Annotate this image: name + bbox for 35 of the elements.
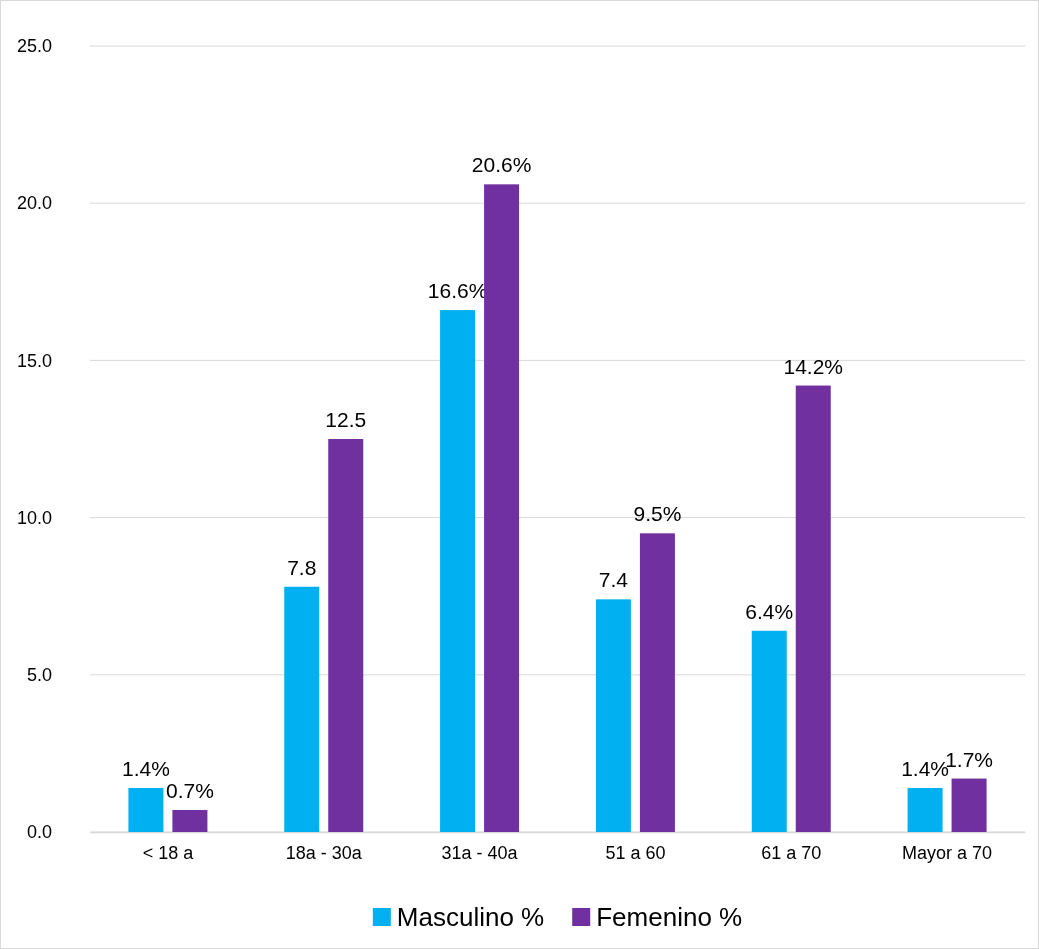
data-label: 6.4% xyxy=(745,599,794,623)
legend-label: Femenino % xyxy=(596,902,743,932)
bar xyxy=(795,385,831,832)
x-tick-label: < 18 a xyxy=(142,842,195,863)
x-tick-label: 61 a 70 xyxy=(761,842,822,863)
y-tick-label: 5.0 xyxy=(26,665,52,686)
y-tick-label: 10.0 xyxy=(16,507,52,528)
bar xyxy=(751,630,787,832)
data-label: 7.8 xyxy=(287,555,317,579)
data-label: 7.4 xyxy=(598,568,629,592)
bar xyxy=(595,599,631,832)
data-label: 12.5 xyxy=(325,408,367,431)
legend-label: Masculino % xyxy=(396,902,545,932)
x-tick-label: 31a - 40a xyxy=(441,842,519,863)
bar xyxy=(128,787,164,832)
bar xyxy=(328,439,364,832)
bar xyxy=(172,809,208,832)
y-tick-label: 15.0 xyxy=(16,350,52,371)
bar xyxy=(951,778,987,832)
data-label: 20.6% xyxy=(471,153,532,177)
data-label: 1.4% xyxy=(121,756,170,780)
bar xyxy=(639,533,675,832)
bar xyxy=(907,787,943,832)
y-tick-label: 0.0 xyxy=(26,822,52,843)
data-label: 14.2% xyxy=(783,354,844,378)
y-tick-label: 20.0 xyxy=(16,193,52,214)
data-label: 9.5% xyxy=(633,502,682,526)
bar xyxy=(484,184,520,832)
bar xyxy=(284,586,320,832)
x-tick-label: 51 a 60 xyxy=(605,842,666,863)
x-tick-label: 18a - 30a xyxy=(285,842,363,863)
x-tick-label: Mayor a 70 xyxy=(902,842,993,863)
data-label: 0.7% xyxy=(165,778,214,802)
bar xyxy=(440,310,476,832)
y-tick-label: 25.0 xyxy=(16,36,52,57)
